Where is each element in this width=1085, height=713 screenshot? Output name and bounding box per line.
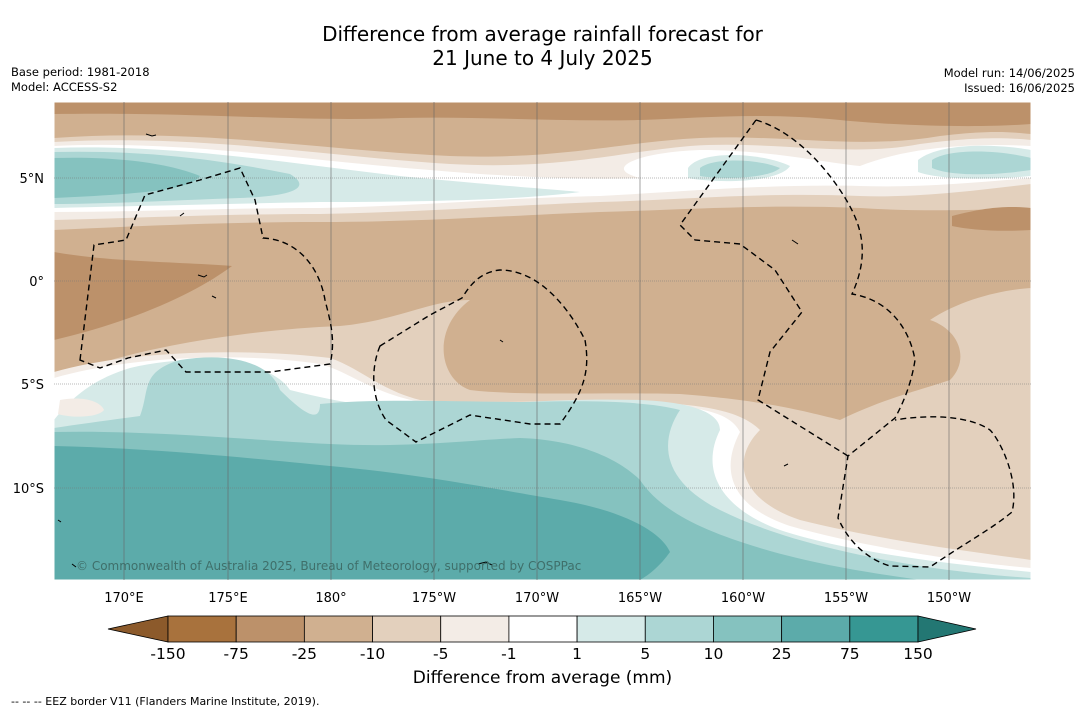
colorbar-tick-label: 25 bbox=[772, 645, 792, 663]
colorbar-swatch bbox=[713, 615, 783, 643]
colorbar-low-extend bbox=[107, 615, 169, 643]
island-8 bbox=[477, 561, 493, 566]
patch-east-dry bbox=[952, 206, 1031, 231]
eez-line-islands bbox=[755, 119, 1015, 568]
model-name: Model: ACCESS-S2 bbox=[11, 80, 118, 94]
colorbar-tick-label: -75 bbox=[224, 645, 249, 663]
colorbar-swatch bbox=[781, 615, 851, 643]
model-run: Model run: 14/06/2025 bbox=[943, 66, 1075, 80]
lon-label: 160°W bbox=[721, 591, 765, 606]
lon-label: 150°W bbox=[927, 591, 971, 606]
lon-label: 165°W bbox=[618, 591, 662, 606]
latitude-labels: 5°N 0° 5°S 10°S bbox=[13, 172, 44, 497]
eez-line-north bbox=[679, 119, 849, 457]
island-4 bbox=[211, 295, 217, 299]
colorbar-tick-label: -10 bbox=[360, 645, 385, 663]
meta-left: Base period: 1981-2018 Model: ACCESS-S2 bbox=[11, 65, 150, 95]
colorbar-swatch bbox=[576, 615, 646, 643]
lat-label: 5°N bbox=[20, 172, 45, 187]
title-line-2: 21 June to 4 July 2025 bbox=[432, 46, 653, 70]
patch-south-light bbox=[58, 398, 104, 417]
island-7 bbox=[783, 463, 789, 467]
colorbar-swatch bbox=[167, 615, 237, 643]
colorbar-tick-label: -25 bbox=[292, 645, 317, 663]
patch-west-dry bbox=[54, 252, 232, 340]
colorbar: -150 -75 -25 -10 -5 -1 1 5 10 25 75 150 bbox=[107, 615, 977, 663]
colorbar-tick-label: -5 bbox=[433, 645, 448, 663]
legend-title: Difference from average (mm) bbox=[412, 668, 673, 688]
lat-label: 10°S bbox=[13, 482, 44, 497]
island-3 bbox=[197, 274, 208, 278]
meta-right: Model run: 14/06/2025 Issued: 16/06/2025 bbox=[944, 66, 1075, 96]
eez-borders bbox=[79, 119, 1015, 568]
eez-footnote: -- -- -- EEZ border V11 (Flanders Marine… bbox=[11, 695, 320, 708]
base-period: Base period: 1981-2018 bbox=[11, 65, 150, 79]
patch-ne-wet-2 bbox=[700, 160, 780, 178]
island-2 bbox=[179, 212, 185, 217]
map-frame bbox=[53, 101, 1032, 581]
lat-label: 5°S bbox=[21, 378, 44, 393]
lon-label: 170°E bbox=[104, 591, 144, 606]
colorbar-tick-label: 1 bbox=[572, 645, 582, 663]
rainfall-field bbox=[54, 102, 1031, 580]
colorbar-swatch bbox=[849, 615, 919, 643]
colorbar-swatch bbox=[508, 615, 578, 643]
colorbar-swatch bbox=[644, 615, 714, 643]
colorbar-swatch bbox=[440, 615, 510, 643]
band-north-dry bbox=[54, 102, 1031, 127]
band-south-wet-4 bbox=[54, 446, 670, 580]
colorbar-high-extend bbox=[917, 615, 977, 643]
map-title: Difference from average rainfall forecas… bbox=[0, 22, 1085, 70]
lon-label: 180° bbox=[315, 591, 346, 606]
issued-date: Issued: 16/06/2025 bbox=[964, 81, 1075, 95]
colorbar-swatch bbox=[372, 615, 442, 643]
colorbar-tick-label: 75 bbox=[840, 645, 860, 663]
lon-label: 175°E bbox=[208, 591, 248, 606]
island-6 bbox=[791, 239, 799, 245]
lon-label: 175°W bbox=[412, 591, 456, 606]
colorbar-swatch bbox=[235, 615, 305, 643]
colorbar-tick-label: -1 bbox=[501, 645, 516, 663]
island-5 bbox=[499, 339, 504, 343]
graticule bbox=[54, 102, 1031, 580]
colorbar-tick-label: -150 bbox=[150, 645, 185, 663]
colorbar-tick-label: 5 bbox=[640, 645, 650, 663]
copyright-notice: © Commonwealth of Australia 2025, Bureau… bbox=[76, 559, 581, 573]
island-1 bbox=[145, 133, 157, 137]
colorbar-tick-label: 10 bbox=[704, 645, 724, 663]
colorbar-swatch bbox=[303, 615, 373, 643]
island-10 bbox=[71, 563, 77, 568]
eez-kiribati-gilbert bbox=[79, 167, 334, 373]
longitude-labels: 170°E 175°E 180° 175°W 170°W 165°W 160°W 155°W 1… bbox=[104, 591, 971, 606]
lon-label: 170°W bbox=[515, 591, 559, 606]
colorbar-tick-label: 150 bbox=[903, 645, 933, 663]
lat-label: 0° bbox=[29, 275, 44, 290]
patch-far-ne-wet-2 bbox=[932, 151, 1031, 175]
title-line-1: Difference from average rainfall forecas… bbox=[322, 22, 763, 46]
islands bbox=[57, 133, 799, 568]
lon-label: 155°W bbox=[824, 591, 868, 606]
island-9 bbox=[57, 519, 62, 523]
